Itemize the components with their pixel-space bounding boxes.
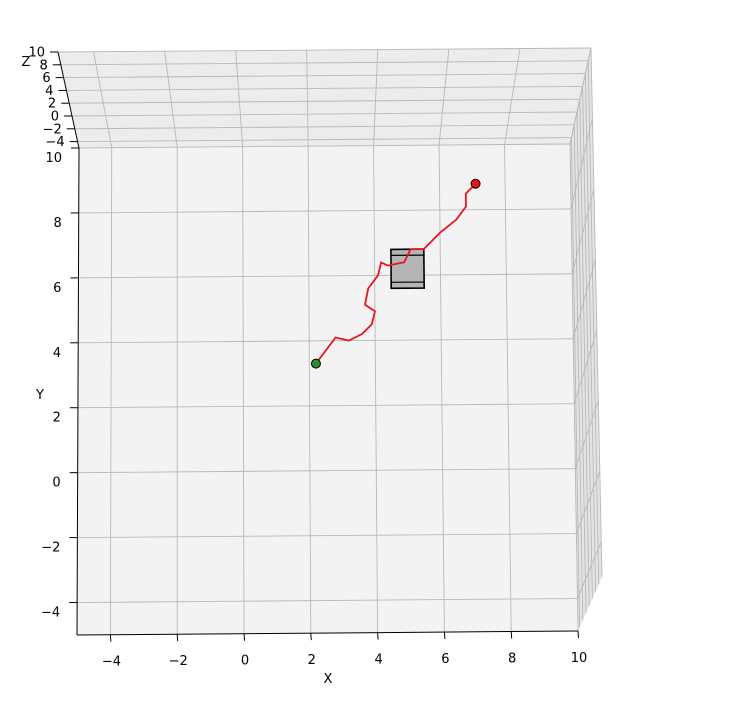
z-tick-label: 8 bbox=[40, 58, 48, 73]
grid-line-y-side bbox=[575, 471, 601, 534]
y-tick-label: 0 bbox=[52, 476, 60, 491]
tick-marks bbox=[50, 51, 579, 642]
x-tick-label: 8 bbox=[508, 652, 516, 667]
grid-line-x bbox=[373, 145, 379, 633]
grid-line-z-side bbox=[587, 60, 600, 585]
y-axis-label: Y bbox=[35, 388, 44, 403]
grid-line-x bbox=[504, 144, 512, 632]
x-tick bbox=[176, 634, 179, 642]
grid-line-x bbox=[242, 146, 245, 634]
z-tick-label: −2 bbox=[43, 122, 62, 137]
x-tick-label: 2 bbox=[308, 653, 316, 668]
x-tick bbox=[377, 632, 379, 640]
grid-line-x bbox=[109, 147, 113, 635]
grid-line-z bbox=[71, 111, 578, 117]
grid-line-x bbox=[438, 145, 445, 633]
grid-line-y-side bbox=[577, 541, 602, 599]
grid-line-y-side bbox=[571, 188, 595, 274]
x-tick bbox=[243, 633, 245, 641]
grid-line-z-side bbox=[590, 47, 603, 578]
grid-line-y bbox=[77, 403, 575, 409]
grid-lines bbox=[57, 47, 603, 635]
grid-line-x-back bbox=[235, 50, 244, 147]
grid-line-z bbox=[74, 124, 575, 130]
grid-line-x bbox=[569, 143, 579, 632]
x-tick-label: 10 bbox=[571, 651, 588, 666]
grid-line-y-side bbox=[574, 400, 599, 469]
x-tick-label: −2 bbox=[169, 654, 188, 669]
grid-line-y-side bbox=[573, 330, 598, 404]
grid-line-y-side bbox=[570, 118, 593, 210]
grid-line-y bbox=[78, 338, 574, 344]
grid-line-x-back bbox=[373, 49, 379, 146]
z-tick-label: 2 bbox=[48, 97, 56, 112]
grid-line-y-side bbox=[569, 47, 592, 145]
y-tick-label: 4 bbox=[53, 346, 61, 361]
grid-line-y bbox=[77, 468, 576, 474]
grid-line-z-side bbox=[573, 124, 584, 621]
grid-line-z-side bbox=[584, 73, 597, 592]
grid-line-z bbox=[77, 137, 572, 143]
x-tick-label: 0 bbox=[241, 654, 249, 669]
grid-line-y bbox=[77, 598, 578, 603]
grid-line-z-side bbox=[576, 111, 587, 614]
y-tick-label: −4 bbox=[41, 606, 60, 621]
front-pane bbox=[77, 144, 578, 635]
y-axis-line bbox=[76, 147, 80, 636]
grid-line-y bbox=[78, 208, 572, 214]
y-tick-label: 2 bbox=[53, 411, 61, 426]
grid-line-x-back bbox=[438, 49, 450, 146]
grid-line-z bbox=[60, 60, 589, 66]
x-tick bbox=[310, 633, 312, 641]
axis-lines bbox=[57, 51, 579, 636]
path-line bbox=[315, 183, 477, 365]
z-tick-label: −4 bbox=[45, 135, 64, 150]
y-tick-label: −2 bbox=[41, 541, 60, 556]
y-tick-label: 8 bbox=[53, 216, 61, 231]
end-point bbox=[470, 178, 481, 189]
grid-line-y bbox=[78, 273, 573, 279]
grid-line-z bbox=[63, 73, 586, 79]
x-tick-label: 6 bbox=[441, 652, 449, 667]
z-axis-line bbox=[57, 51, 80, 149]
grid-line-z-side bbox=[579, 99, 590, 606]
grid-line-z bbox=[69, 98, 580, 104]
axes-panes bbox=[58, 48, 602, 635]
grid-line-x-back bbox=[504, 48, 521, 145]
x-axis-line bbox=[76, 630, 579, 636]
x-tick-label: −4 bbox=[102, 655, 121, 670]
grid-line-y bbox=[77, 533, 577, 539]
grid-line-z bbox=[57, 47, 592, 53]
z-axis-label: Z bbox=[22, 55, 31, 70]
z-tick-label: 6 bbox=[42, 71, 50, 86]
grid-line-y bbox=[78, 143, 571, 149]
grid-line-x-back bbox=[164, 51, 178, 148]
start-point bbox=[310, 358, 321, 369]
grid-line-z-side bbox=[582, 86, 593, 599]
x-tick bbox=[109, 634, 112, 642]
grid-line-z bbox=[66, 85, 583, 91]
back-pane bbox=[58, 48, 591, 148]
grid-line-z-side bbox=[570, 137, 581, 628]
plot-marks bbox=[310, 178, 481, 369]
z-tick-label: 0 bbox=[51, 110, 59, 125]
x-tick bbox=[577, 630, 579, 639]
grid-line-y-side bbox=[572, 259, 596, 339]
grid-line-x-back bbox=[93, 51, 113, 148]
x-tick bbox=[510, 631, 513, 639]
x-tick bbox=[443, 632, 446, 640]
y-tick-label: 10 bbox=[45, 151, 62, 166]
grid-line-x bbox=[307, 146, 312, 634]
z-tick-label: 4 bbox=[45, 84, 53, 99]
grid-line-x-back bbox=[306, 50, 309, 147]
z-tick-label: 10 bbox=[28, 46, 45, 61]
x-tick-label: 4 bbox=[374, 653, 382, 668]
x-axis-label: X bbox=[324, 672, 333, 687]
y-tick-label: 6 bbox=[53, 281, 61, 296]
